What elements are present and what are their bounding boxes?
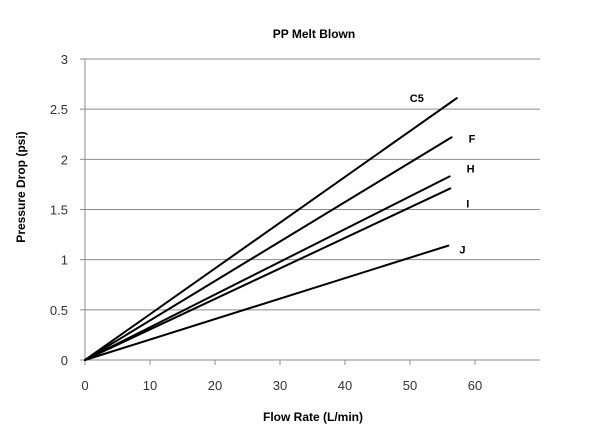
series-label-i: I	[466, 198, 469, 210]
series-line-f	[84, 136, 453, 361]
y-tick-label: 2.5	[50, 102, 68, 117]
x-tick-label: 50	[403, 378, 417, 393]
x-tick-label: 10	[143, 378, 157, 393]
series-line-h	[84, 175, 451, 361]
y-tick-label: 2	[61, 152, 68, 167]
x-tick-label: 60	[468, 378, 482, 393]
series-label-h: H	[467, 163, 475, 175]
chart-title: PP Melt Blown	[273, 27, 355, 41]
y-tick-label: 0.5	[50, 303, 68, 318]
series-line-i	[84, 187, 452, 361]
x-tick-label: 20	[208, 378, 222, 393]
axes	[80, 58, 540, 365]
series-lines	[84, 97, 458, 361]
y-axis-title: Pressure Drop (psi)	[14, 131, 28, 242]
y-tick-label: 3	[61, 52, 68, 67]
y-tick-label: 1.5	[50, 203, 68, 218]
series-line-c5	[84, 97, 458, 361]
series-label-j: J	[459, 245, 465, 257]
series-label-f: F	[469, 133, 476, 145]
y-tick-label: 0	[61, 353, 68, 368]
x-axis-title: Flow Rate (L/min)	[263, 410, 363, 424]
y-tick-label: 1	[61, 253, 68, 268]
gridlines	[85, 58, 540, 311]
x-tick-label: 30	[273, 378, 287, 393]
series-line-j	[84, 244, 450, 361]
x-tick-label: 40	[338, 378, 352, 393]
series-label-c5: C5	[410, 93, 424, 105]
series-labels: C5 F H I J	[410, 93, 476, 256]
tick-labels: 00.511.522.530 10 20 30 40 50 60	[50, 52, 482, 393]
x-tick-label: 0	[81, 378, 88, 393]
